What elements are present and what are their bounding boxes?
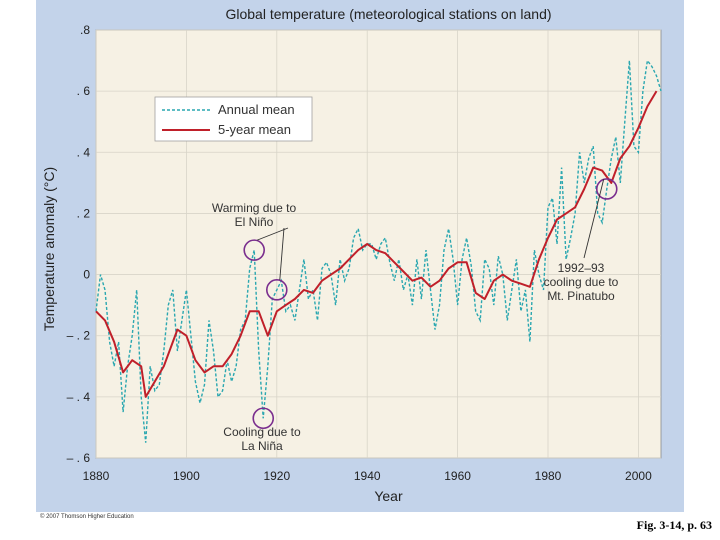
pinatubo-pointer (583, 178, 605, 259)
legend: Annual mean 5-year mean (154, 96, 313, 142)
x-axis-title: Year (374, 488, 403, 504)
x-tick-label: 1920 (263, 469, 290, 483)
la-nina-label: La Niña (241, 439, 283, 453)
el-nino-marker (243, 239, 265, 261)
x-tick-label: 1940 (354, 469, 381, 483)
x-tick-label: 2000 (625, 469, 652, 483)
pinatubo-label: 1992–93 (558, 261, 605, 275)
five-year-mean-series-line (95, 90, 658, 398)
axis-ticks: .8 . 6 . 4 . 2 0 – . 2 – . 4 – . 6 1880 1900 1920 1… (67, 23, 652, 483)
figure-panel: .8 . 6 . 4 . 2 0 – . 2 – . 4 – . 6 1880 1900 1920 1… (36, 0, 684, 512)
legend-box (154, 96, 313, 142)
pinatubo-label: cooling due to (544, 275, 619, 289)
el-nino-label: Warming due to (212, 201, 297, 215)
plot-area (95, 29, 662, 459)
x-tick-label: 1960 (444, 469, 471, 483)
y-tick-label: . 4 (77, 145, 91, 159)
y-tick-label: .8 (80, 23, 90, 37)
y-axis-title: Temperature anomaly (°C) (41, 167, 57, 331)
legend-entry-annual-mean: Annual mean (218, 102, 295, 117)
y-tick-label: – . 2 (67, 329, 91, 343)
x-tick-label: 1880 (83, 469, 110, 483)
y-tick-label: 0 (83, 268, 90, 282)
x-tick-label: 1900 (173, 469, 200, 483)
el-nino-pointer (257, 227, 289, 241)
la-nina-marker (252, 407, 275, 430)
pinatubo-label: Mt. Pinatubo (547, 289, 615, 303)
y-tick-label: – . 6 (67, 451, 91, 465)
y-tick-label: . 2 (77, 206, 91, 220)
copyright-notice: © 2007 Thomson Higher Education (40, 514, 134, 520)
legend-entry-five-year-mean: 5-year mean (218, 122, 291, 137)
el-nino-label: El Niño (235, 215, 274, 229)
el-nino-pointer (279, 227, 285, 280)
pinatubo-marker (595, 178, 618, 200)
la-nina-label: Cooling due to (223, 425, 301, 439)
x-tick-label: 1980 (535, 469, 562, 483)
y-tick-label: . 6 (77, 84, 91, 98)
temperature-chart: .8 . 6 . 4 . 2 0 – . 2 – . 4 – . 6 1880 1900 1920 1… (41, 6, 662, 504)
el-nino-marker (266, 279, 288, 301)
figure-caption: Fig. 3-14, p. 63 (636, 518, 712, 532)
y-tick-label: – . 4 (67, 390, 91, 404)
chart-title: Global temperature (meteorological stati… (225, 6, 551, 22)
